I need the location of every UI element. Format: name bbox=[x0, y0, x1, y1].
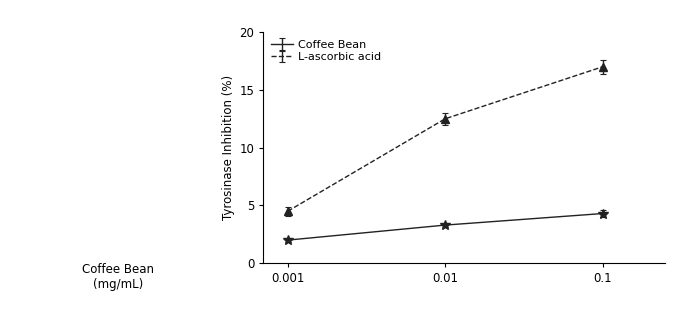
Text: Coffee Bean
(mg/mL): Coffee Bean (mg/mL) bbox=[82, 263, 154, 291]
Y-axis label: Tyrosinase Inhibition (%): Tyrosinase Inhibition (%) bbox=[222, 75, 235, 220]
Legend: Coffee Bean, L-ascorbic acid: Coffee Bean, L-ascorbic acid bbox=[269, 38, 383, 64]
